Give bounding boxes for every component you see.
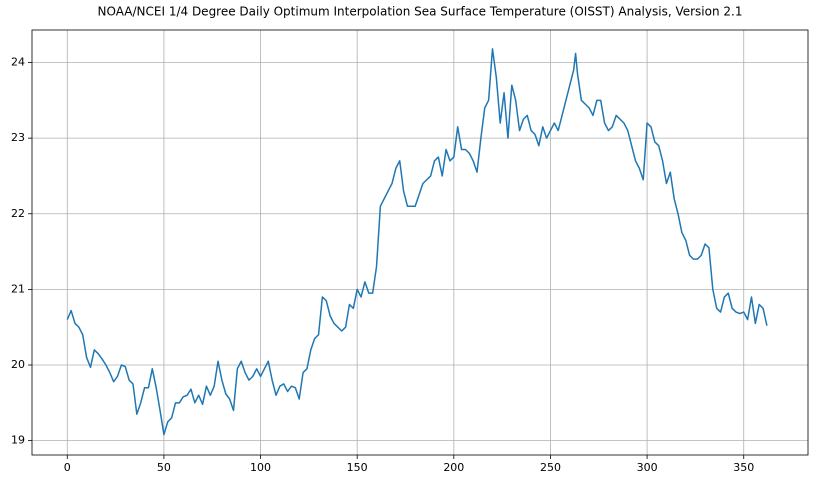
y-tick-label: 22 <box>11 207 25 220</box>
x-tick-label: 150 <box>347 461 368 474</box>
y-tick-label: 21 <box>11 282 25 295</box>
x-tick-label: 100 <box>250 461 271 474</box>
x-tick-label: 50 <box>157 461 171 474</box>
data-line <box>66 48 768 436</box>
y-tick-label: 23 <box>11 131 25 144</box>
x-tick-label: 200 <box>443 461 464 474</box>
chart-title: NOAA/NCEI 1/4 Degree Daily Optimum Inter… <box>98 5 743 19</box>
x-tick-label: 350 <box>733 461 754 474</box>
plot-frame <box>31 29 809 456</box>
y-tick-label: 24 <box>11 56 25 69</box>
x-tick-label: 300 <box>637 461 658 474</box>
x-tick-label: 0 <box>64 461 71 474</box>
x-tick-label: 250 <box>540 461 561 474</box>
y-tick-label: 20 <box>11 358 25 371</box>
y-tick-label: 19 <box>11 434 25 447</box>
